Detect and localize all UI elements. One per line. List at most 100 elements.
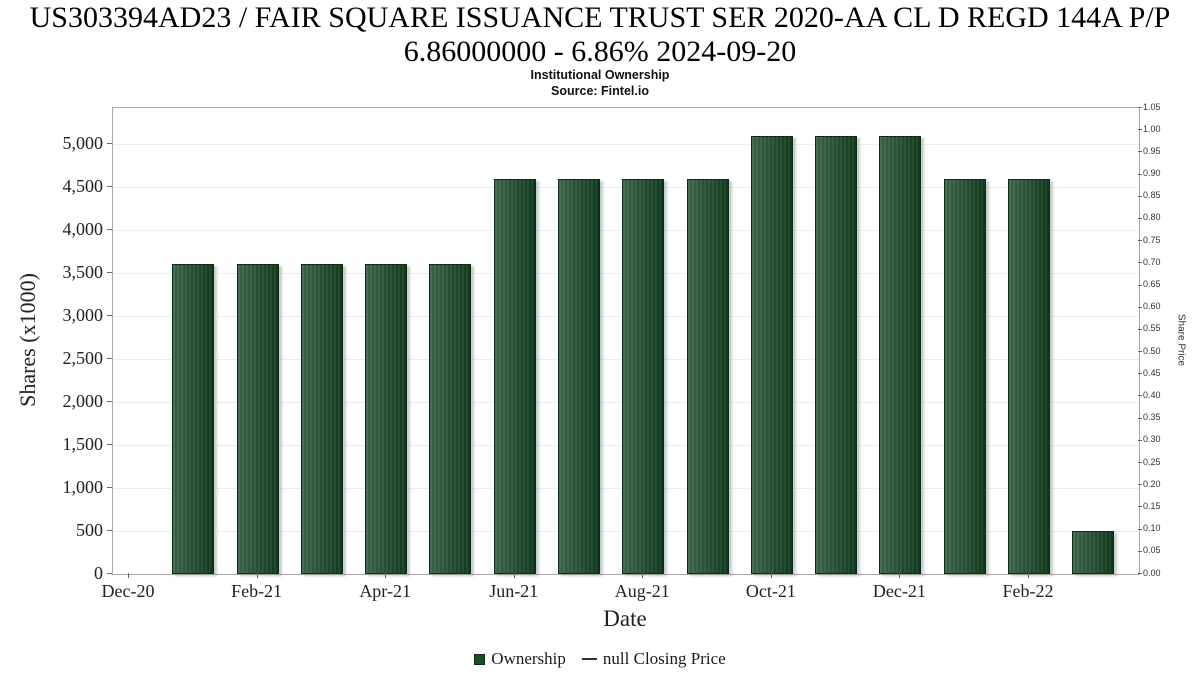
right-axis-tick-label: 0.20 [1143, 478, 1161, 489]
x-axis-tick-mark [128, 573, 129, 578]
x-axis-tick-mark [385, 573, 387, 578]
right-axis-tick-mark [1138, 262, 1142, 264]
right-axis-tick-mark [1138, 107, 1142, 108]
legend: Ownership null Closing Price [0, 646, 1200, 672]
right-axis-tick-mark [1138, 484, 1142, 486]
left-axis-tick-label: 3,500 [62, 262, 104, 283]
bar [493, 178, 536, 574]
right-axis-tick-mark [1138, 417, 1142, 419]
bar [815, 135, 858, 574]
left-axis-tick-label: 500 [76, 520, 103, 540]
left-axis-tick-mark [107, 186, 112, 188]
left-axis-tick-label: 1,500 [62, 434, 104, 455]
x-axis-title: Date [603, 606, 647, 631]
chart-source-label: Source: Fintel.io [551, 84, 649, 98]
bar [943, 178, 986, 574]
chart-subtitle: Institutional Ownership [530, 68, 670, 82]
right-axis-tick-mark [1138, 462, 1142, 464]
left-axis-tick-mark [107, 444, 112, 446]
right-axis-tick-label: 0.25 [1143, 456, 1161, 467]
left-axis-tick-mark [107, 401, 112, 403]
right-axis-tick-label: 0.80 [1143, 212, 1161, 223]
left-axis-tick-mark [107, 358, 112, 360]
right-axis-tick-label: 0.45 [1143, 367, 1161, 378]
x-axis-tick-label: Dec-20 [101, 581, 155, 601]
right-axis-tick-label: 0.60 [1143, 301, 1161, 312]
chart-title-line1: US303394AD23 / FAIR SQUARE ISSUANCE TRUS… [29, 1, 1171, 34]
left-axis-title: Shares (x1000) [15, 273, 40, 407]
ownership-legend-swatch [474, 653, 486, 665]
right-axis-tick-label: 1.05 [1143, 101, 1161, 112]
bar [622, 178, 665, 574]
bar [1072, 531, 1115, 574]
right-axis-tick-label: 0.55 [1143, 323, 1161, 334]
right-axis-tick-mark [1138, 306, 1142, 308]
right-axis-tick-label: 0.50 [1143, 345, 1161, 356]
left-axis-tick-label: 5,000 [62, 133, 104, 154]
chart-title-line2: 6.86000000 - 6.86% 2024-09-20 [403, 35, 797, 68]
x-axis-tick-label: Jun-21 [489, 581, 539, 601]
right-axis-tick-mark [1138, 328, 1142, 330]
x-axis-tick-mark [513, 573, 515, 578]
right-axis-tick-mark [1138, 506, 1142, 508]
left-axis-tick-label: 1,000 [62, 477, 104, 498]
right-axis-tick-mark [1138, 240, 1142, 242]
right-axis-tick-label: 0.15 [1143, 500, 1161, 511]
right-axis-tick-label: 0.05 [1143, 545, 1161, 556]
right-axis-tick-label: 0.90 [1143, 168, 1161, 179]
bar [236, 264, 279, 574]
right-axis-tick-mark [1138, 528, 1142, 530]
left-axis-tick-mark [107, 229, 112, 231]
right-axis-tick-mark [1138, 550, 1142, 552]
bar [750, 135, 793, 574]
right-axis-tick-mark [1138, 151, 1142, 153]
left-axis-tick-mark [107, 315, 112, 317]
x-axis-tick-label: Dec-21 [872, 581, 926, 601]
right-axis-tick-label: 0.40 [1143, 389, 1161, 400]
left-axis-tick-mark [107, 487, 112, 489]
left-axis-tick-label: 0 [94, 563, 103, 583]
x-axis-tick-mark [1028, 573, 1029, 578]
x-axis-tick-label: Aug-21 [614, 581, 670, 601]
ownership-legend-label: Ownership [491, 649, 566, 668]
right-axis-tick-mark [1138, 351, 1142, 353]
x-axis-tick-mark [256, 573, 258, 578]
right-axis-tick-label: 0.75 [1143, 234, 1161, 245]
right-axis-tick-mark [1138, 173, 1142, 175]
right-axis-tick-label: 0.10 [1143, 523, 1161, 534]
right-axis-tick-label: 0.00 [1143, 567, 1161, 578]
right-axis-tick-mark [1138, 129, 1142, 131]
bar [558, 178, 600, 574]
right-axis-tick-label: 0.35 [1143, 412, 1161, 423]
bar [172, 264, 215, 574]
right-axis-tick-label: 1.00 [1143, 123, 1161, 134]
right-axis-tick-mark [1138, 373, 1142, 375]
bar [1008, 178, 1050, 574]
x-axis-tick-label: Feb-22 [1002, 581, 1054, 601]
bar [686, 178, 729, 574]
x-axis-tick-mark [899, 573, 901, 578]
left-axis-tick-mark [107, 143, 112, 145]
left-axis-tick-mark [107, 272, 112, 274]
bar [365, 264, 408, 574]
right-axis-tick-mark [1138, 439, 1142, 441]
right-axis-tick-mark [1138, 395, 1142, 397]
gridline [113, 143, 1139, 145]
right-axis-tick-label: 0.30 [1143, 434, 1161, 445]
bar [879, 135, 922, 574]
x-axis-tick-mark [642, 573, 644, 578]
closing-price-legend-label: null Closing Price [602, 649, 726, 668]
bar [429, 264, 472, 574]
plot-area [112, 107, 1140, 575]
left-axis-tick-mark [107, 573, 112, 574]
right-axis-tick-label: 0.85 [1143, 190, 1161, 201]
x-axis-tick-label: Oct-21 [745, 581, 796, 601]
right-axis-tick-mark [1138, 195, 1142, 197]
left-axis-tick-label: 2,000 [62, 391, 104, 412]
right-axis-tick-mark [1138, 573, 1142, 574]
left-axis-tick-label: 4,500 [62, 176, 104, 197]
right-axis-tick-mark [1138, 284, 1142, 286]
left-axis-tick-label: 2,500 [62, 348, 104, 369]
left-axis-tick-mark [107, 530, 112, 531]
